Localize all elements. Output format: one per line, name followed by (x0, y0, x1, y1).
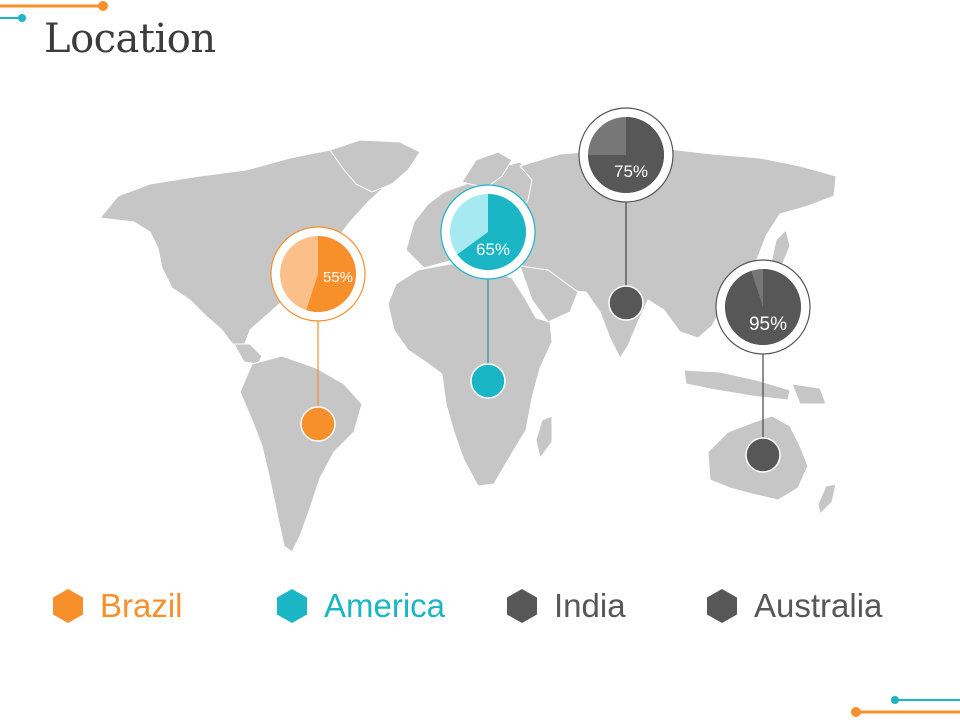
legend-label-australia: Australia (754, 587, 883, 624)
pie-slice-america (457, 194, 526, 270)
pie-label-india: 75% (614, 162, 648, 181)
legend-label-america: America (324, 587, 446, 624)
hexagon-icon (277, 589, 307, 623)
legend-item-australia: Australia (706, 584, 882, 628)
pie-label-australia: 95% (749, 314, 787, 335)
legend-item-india: India (506, 584, 626, 628)
location-pin-brazil (300, 406, 336, 442)
hexagon-icon (707, 589, 737, 623)
legend-item-america: America (276, 584, 445, 628)
legend-item-brazil: Brazil (52, 584, 183, 628)
location-pin-australia (745, 437, 781, 473)
central-america-shape (233, 343, 263, 365)
pie-slice-india (588, 117, 664, 193)
top-left-decoration (0, 1, 108, 22)
legend-label-brazil: Brazil (100, 587, 183, 624)
location-pin-america (470, 363, 506, 399)
new-zealand-shape (817, 483, 837, 516)
bottom-right-decoration (851, 696, 960, 717)
marker-australia: 95% (715, 259, 811, 473)
madagascar-shape (535, 415, 553, 460)
greenland-shape (329, 139, 421, 193)
legend-label-india: India (554, 587, 626, 624)
marker-america: 65% (440, 184, 536, 399)
location-pin-india (608, 285, 644, 321)
pie-slice-brazil (306, 236, 357, 312)
new-guinea-shape (791, 383, 827, 405)
page-title: Location (44, 16, 216, 62)
hexagon-icon (507, 589, 537, 623)
arabia-shape (519, 265, 579, 323)
marker-india: 75% (578, 107, 674, 321)
pie-label-brazil: 55% (323, 269, 353, 286)
indonesia-shape (683, 369, 791, 401)
pie-label-america: 65% (476, 240, 510, 259)
pie-slice-australia (725, 269, 802, 345)
hexagon-icon (53, 589, 83, 623)
marker-brazil: 55% (270, 226, 366, 442)
south-america-shape (239, 355, 363, 553)
africa-shape (387, 263, 553, 487)
